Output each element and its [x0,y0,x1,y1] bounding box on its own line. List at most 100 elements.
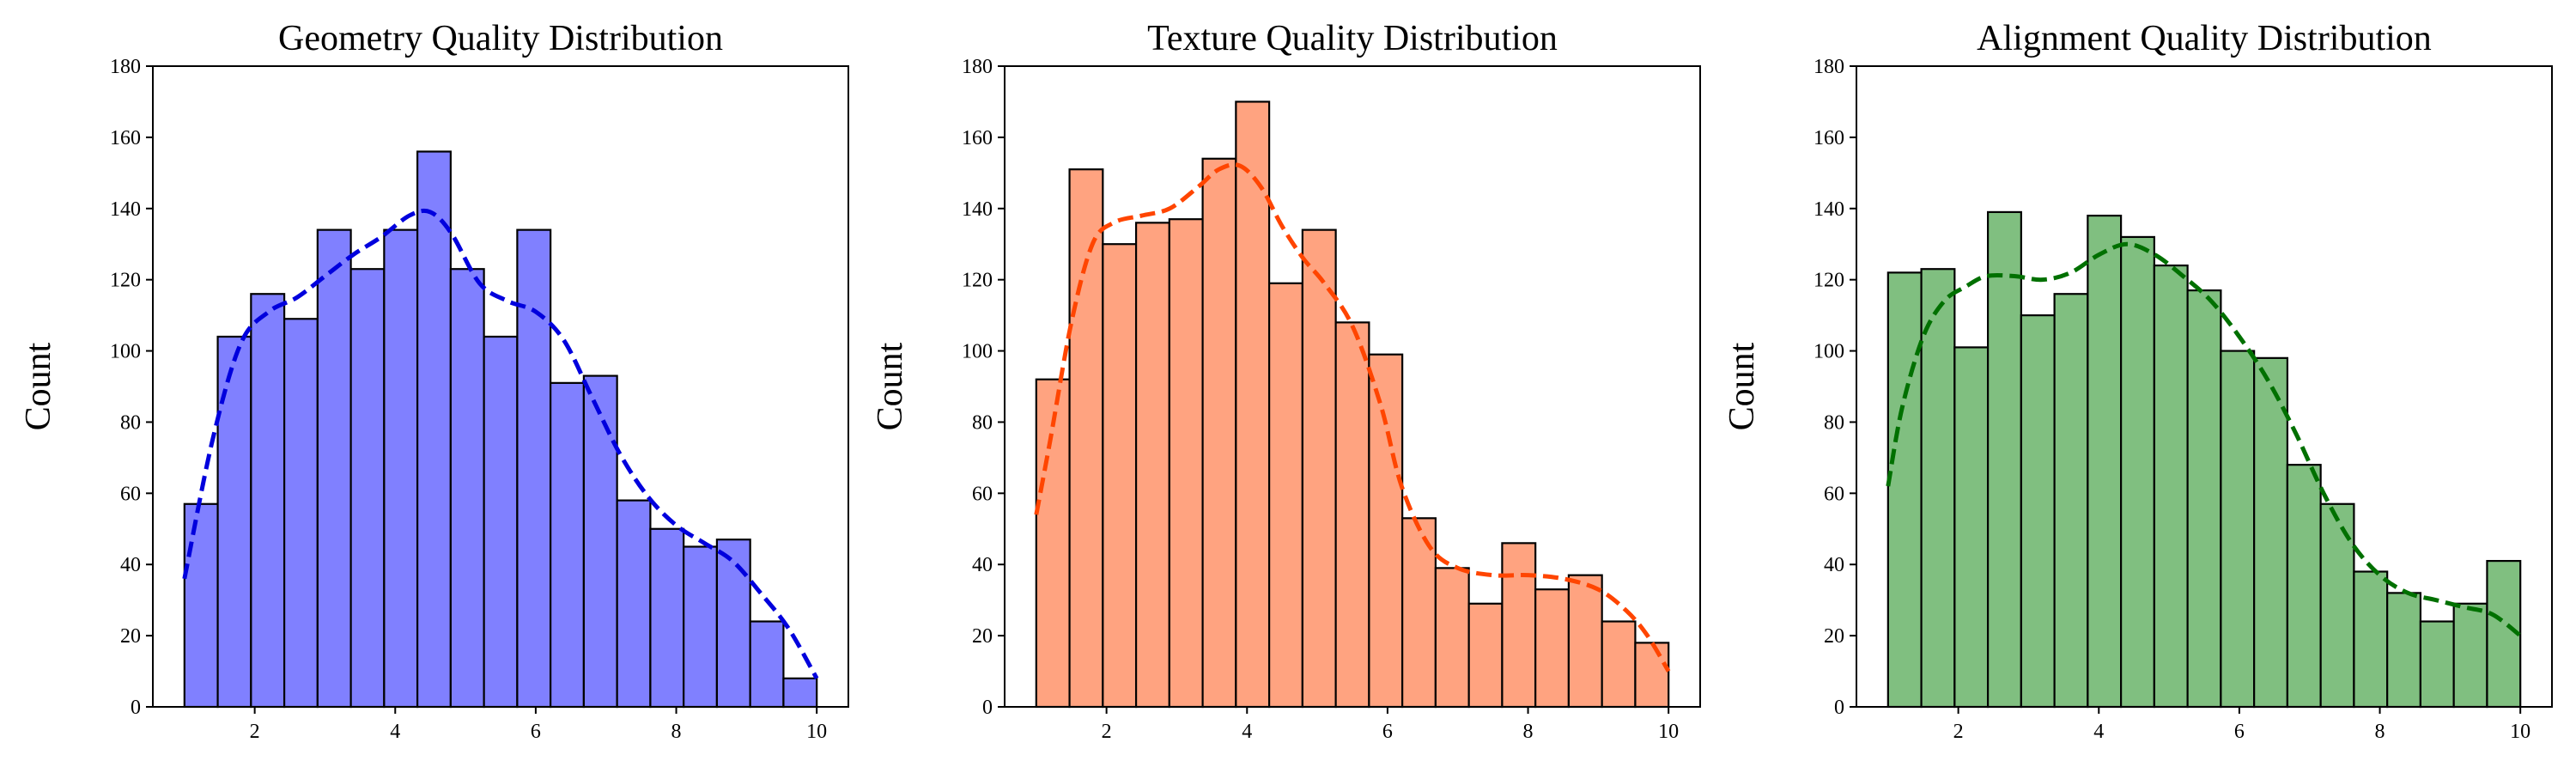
geometry-y-tick-label: 120 [110,270,141,292]
texture-kde-line [1034,162,1671,673]
texture-x-tick-label: 4 [1242,721,1252,743]
geometry-y-tick-label: 40 [120,554,141,576]
geometry-histogram-bar [683,545,719,709]
alignment-kde-line [1886,241,2522,638]
alignment-histogram-bar [2153,264,2189,709]
texture-x-tick-label: 8 [1523,721,1534,743]
alignment-histogram-bar [2087,214,2123,709]
geometry-y-tick-label: 20 [120,625,141,648]
texture-y-tick-label: 100 [962,341,993,363]
geometry-x-tick-label: 4 [390,721,400,743]
texture-histogram-bar [1334,321,1370,709]
alignment-y-tick-label: 180 [1814,56,1844,78]
alignment-y-tick-label: 160 [1814,127,1844,149]
geometry-y-tick-label: 140 [110,198,141,221]
texture-histogram-bar [1035,378,1071,709]
alignment-histogram-bar [2186,289,2222,709]
geometry-y-tick-label: 160 [110,127,141,149]
geometry-histogram-bar [349,268,386,709]
texture-histogram-bar [1068,168,1104,709]
texture-y-tick-label: 80 [972,411,993,434]
texture-histogram-bar [1601,620,1637,709]
alignment-kde-curve [1886,241,2522,638]
geometry-plot-frame [152,65,849,708]
alignment-y-tick-label: 120 [1814,270,1844,292]
geometry-y-tick-label: 180 [110,56,141,78]
alignment-histogram-bar [1920,268,1956,709]
alignment-histogram-bar [2053,293,2089,709]
alignment-plot-frame [1856,65,2553,708]
geometry-histogram-bar [649,527,685,709]
texture-y-tick-label: 60 [972,483,993,505]
alignment-chart-title: Alignment Quality Distribution [1977,19,2432,58]
alignment-y-tick-label: 40 [1824,554,1844,576]
alignment-x-tick-label: 2 [1953,721,1964,743]
geometry-histogram-bar [250,293,286,709]
texture-y-tick-label: 140 [962,198,993,221]
alignment-histogram-bar [1986,210,2022,709]
alignment-y-tick-label: 140 [1814,198,1844,221]
texture-histogram-bar [1168,218,1204,709]
alignment-y-tick-label: 100 [1814,341,1844,363]
geometry-histogram-bar [582,374,618,709]
geometry-histogram-bar [283,318,319,709]
texture-histogram-bar [1368,353,1404,709]
texture-y-tick-label: 0 [982,697,993,719]
texture-histogram-bar [1467,602,1504,709]
alignment-y-axis-label: Count [1722,342,1762,430]
texture-histogram-bar [1301,228,1337,709]
geometry-kde-line [182,208,819,680]
alignment-histogram-bar [2319,502,2355,709]
geometry-y-tick-label: 80 [120,411,141,434]
geometry-kde-curve [182,208,819,680]
alignment-histogram-bar [2452,602,2488,709]
alignment-histogram-bar [2419,620,2455,709]
alignment-x-tick-label: 8 [2375,721,2385,743]
texture-histogram-bar [1268,282,1303,709]
texture-y-tick-label: 20 [972,625,993,648]
geometry-histogram-bar [749,620,785,709]
texture-chart-panel: Texture Quality Distribution Count 0 20 40… [871,19,1701,743]
geometry-histogram-bar [316,228,352,709]
geometry-y-axis-label: Count [19,342,58,430]
texture-chart-title: Texture Quality Distribution [1147,19,1558,58]
texture-histogram-bar [1434,567,1470,709]
geometry-histogram-bar [715,539,751,709]
alignment-histogram-bar [2120,235,2155,709]
geometry-histogram-bar [183,502,219,709]
texture-y-axis-label: Count [871,342,910,430]
geometry-y-tick-label: 60 [120,483,141,505]
geometry-x-tick-label: 2 [250,721,260,743]
texture-axes: 0 20 40 60 80 100 120 140 160 180 2 4 6 8 10 [962,56,1701,743]
alignment-y-tick-label: 60 [1824,483,1844,505]
alignment-y-tick-label: 80 [1824,411,1844,434]
texture-x-tick-label: 10 [1658,721,1679,743]
geometry-y-tick-label: 100 [110,341,141,363]
geometry-histogram-bar [449,268,485,709]
texture-histogram-bar [1201,157,1237,709]
alignment-histogram-bars [1886,210,2522,709]
geometry-histogram-bar [550,381,585,709]
texture-histogram-bar [1134,222,1170,709]
texture-x-tick-label: 6 [1382,721,1393,743]
texture-plot-frame [1004,65,1701,708]
alignment-histogram-bar [2286,464,2322,709]
geometry-histogram-bar [616,499,652,709]
alignment-axes: 0 20 40 60 80 100 120 140 160 180 2 4 6 8 10 [1814,56,2553,743]
geometry-x-tick-label: 10 [806,721,827,743]
geometry-histogram-bar [383,228,419,709]
geometry-axes: 0 20 40 60 80 100 120 140 160 180 2 4 6 8 10 [110,56,849,743]
alignment-histogram-bar [1886,271,1923,709]
texture-y-tick-label: 40 [972,554,993,576]
alignment-chart-panel: Alignment Quality Distribution Count 0 20… [1722,19,2553,743]
geometry-x-tick-label: 8 [671,721,682,743]
texture-histogram-bar [1567,574,1603,709]
texture-histogram-bars [1035,100,1670,709]
alignment-histogram-bar [1953,346,1990,709]
alignment-histogram-bar [2220,350,2256,709]
alignment-y-tick-label: 20 [1824,625,1844,648]
geometry-chart-title: Geometry Quality Distribution [278,19,723,58]
alignment-histogram-bar [2386,592,2422,709]
alignment-histogram-bar [2020,314,2056,709]
geometry-histogram-bars [183,150,818,709]
